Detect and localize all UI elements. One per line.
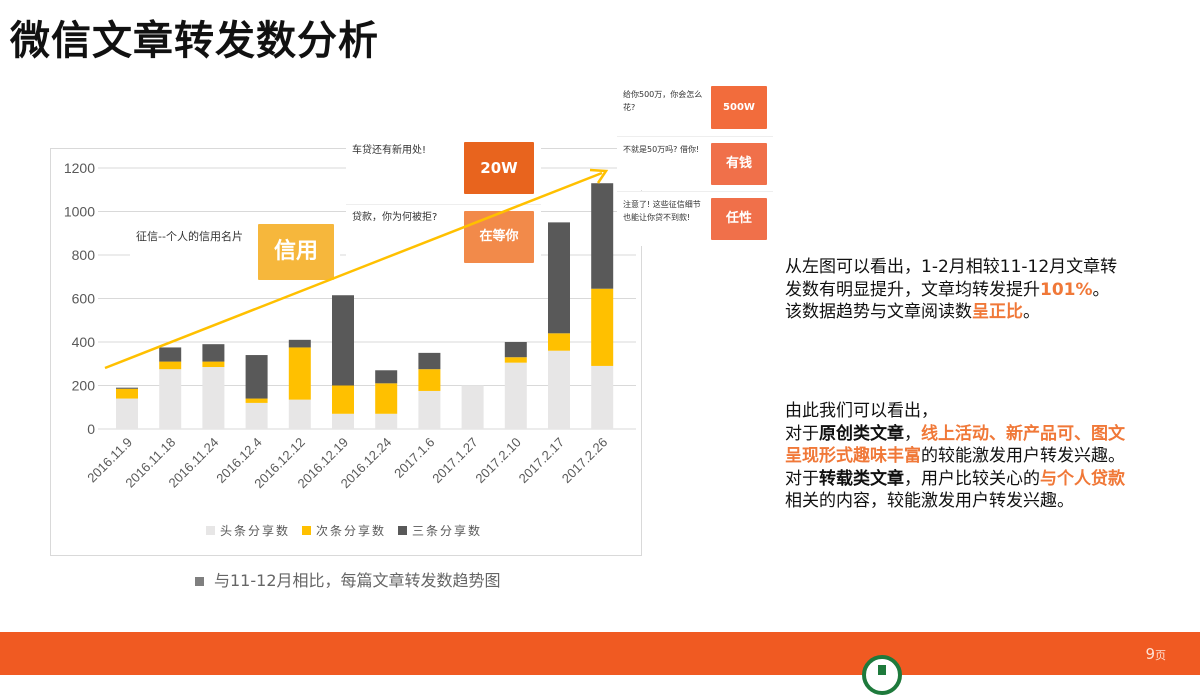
- article-thumbnail: 500W: [711, 86, 767, 129]
- bar-segment: [159, 347, 182, 362]
- bar-segment: [591, 365, 614, 429]
- text: 。: [1023, 302, 1040, 322]
- bar-segment: [375, 370, 398, 384]
- article-thumbnail: 20W: [464, 142, 534, 194]
- highlight-percent: 101%: [1040, 279, 1093, 300]
- bar-segment: [591, 183, 614, 289]
- article-title: 不就是50万吗? 借你!: [623, 145, 700, 154]
- bar-segment: [332, 295, 354, 386]
- legend-label: 次条分享数: [316, 523, 386, 538]
- insight-original: 对于原创类文章，线上活动、新产品可、图文呈现形式趣味丰富的较能激发用户转发兴趣。: [785, 423, 1125, 468]
- chart-caption: 与11-12月相比，每篇文章转发数趋势图: [195, 567, 501, 591]
- bar-segment: [504, 342, 527, 358]
- bar-segment: [202, 344, 225, 362]
- summary-paragraph: 从左图可以看出，1-2月相较11-12月文章转发数有明显提升，文章均转发提升10…: [785, 256, 1125, 324]
- bar-segment: [591, 288, 614, 366]
- legend-label: 头条分享数: [220, 523, 290, 538]
- highlight-text: 与个人贷款: [1040, 468, 1125, 489]
- y-tick-label: 400: [72, 334, 96, 350]
- bar-segment: [245, 398, 268, 403]
- bar-segment: [288, 347, 311, 400]
- bar-segment: [245, 402, 268, 429]
- bar-segment: [116, 388, 138, 399]
- bar-segment: [504, 362, 527, 429]
- bar-segment: [288, 399, 311, 429]
- page-number-value: 9: [1145, 645, 1155, 663]
- page-number: 9页: [1145, 645, 1166, 663]
- article-card[interactable]: 给你500万，你会怎么花? 500W: [617, 82, 773, 134]
- bar-segment: [202, 367, 225, 429]
- y-tick-label: 1200: [64, 160, 95, 176]
- article-card[interactable]: 车贷还有新用处! 20W: [346, 138, 541, 200]
- bold-text: 转载类文章: [819, 468, 904, 489]
- bar-segment: [288, 339, 311, 348]
- y-tick-label: 0: [87, 421, 95, 437]
- legend-swatch: [206, 526, 215, 535]
- y-tick-label: 200: [72, 378, 96, 394]
- bold-text: 原创类文章: [819, 423, 904, 444]
- article-thumbnail: 在等你: [464, 211, 534, 263]
- text: 对于: [785, 468, 819, 489]
- article-thumbnail: 任性: [711, 198, 767, 240]
- article-title: 征信--个人的信用名片: [136, 230, 243, 243]
- bar-segment: [202, 361, 225, 368]
- legend-label: 三条分享数: [412, 523, 482, 538]
- bar-segment: [548, 333, 570, 351]
- bar-segment: [548, 350, 570, 429]
- text: ，用户比较关心的: [904, 468, 1040, 489]
- bar-segment: [332, 413, 354, 429]
- article-title: 车贷还有新用处!: [352, 145, 427, 156]
- y-tick-label: 1000: [64, 204, 95, 220]
- bullet-square-icon: [195, 577, 204, 586]
- highlight-text: 呈正比: [972, 302, 1023, 322]
- article-card[interactable]: 贷款，你为何被拒? 在等你: [346, 204, 541, 270]
- article-thumbnail: 有钱: [711, 143, 767, 185]
- bar-segment: [418, 390, 441, 429]
- stacked-bar-chart: 0200400600800100012002016.11.92016.11.18…: [64, 160, 636, 538]
- bar-segment: [548, 222, 570, 334]
- caption-text: 与11-12月相比，每篇文章转发数趋势图: [214, 571, 501, 590]
- bar-segment: [159, 369, 182, 429]
- bar-segment: [245, 355, 268, 399]
- bar-segment: [504, 357, 527, 363]
- bar-segment: [418, 369, 441, 391]
- article-title: 给你500万，你会怎么花?: [623, 90, 703, 112]
- bar-segment: [116, 387, 138, 389]
- text: ，: [904, 423, 921, 444]
- text: 从左图可以看出，1-2月相较11-12月文章转发数有明显提升，文章均转发提升: [785, 257, 1118, 300]
- legend-swatch: [398, 526, 407, 535]
- page-suffix: 页: [1155, 649, 1166, 662]
- article-card[interactable]: 征信--个人的信用名片 信用: [130, 222, 340, 280]
- trend-arrow: [104, 168, 609, 370]
- page-title: 微信文章转发数分析: [10, 18, 379, 64]
- company-logo: [862, 655, 902, 695]
- bar-segment: [332, 385, 354, 414]
- text: 相关的内容，较能激发用户转发兴趣。: [785, 491, 1074, 511]
- article-title: 注意了! 这些征信细节也能让你贷不到款!: [623, 200, 701, 222]
- article-card[interactable]: 不就是50万吗? 借你! 有钱: [617, 136, 773, 190]
- text: 对于: [785, 423, 819, 444]
- bar-segment: [461, 385, 484, 429]
- bar-segment: [418, 352, 441, 370]
- insight-intro: 由此我们可以看出，: [785, 401, 938, 421]
- insight-reposted: 对于转载类文章，用户比较关心的与个人贷款相关的内容，较能激发用户转发兴趣。: [785, 468, 1125, 513]
- bar-segment: [116, 398, 138, 429]
- article-card[interactable]: 注意了! 这些征信细节也能让你贷不到款! 任性: [617, 191, 773, 246]
- y-tick-label: 800: [72, 247, 96, 263]
- highlight-text: 线上活动、新产品可、图文呈现形式趣味丰富: [785, 423, 1125, 467]
- bar-segment: [159, 361, 182, 370]
- article-title: 贷款，你为何被拒?: [352, 212, 438, 223]
- y-tick-label: 600: [72, 291, 96, 307]
- bar-segment: [375, 383, 398, 414]
- text: 。该数据趋势与文章阅读数: [785, 279, 1110, 323]
- bar-segment: [375, 413, 398, 429]
- footer-bar: 9页: [0, 632, 1200, 675]
- insight-paragraph: 由此我们可以看出， 对于原创类文章，线上活动、新产品可、图文呈现形式趣味丰富的较…: [785, 400, 1125, 513]
- article-thumbnail: 信用: [258, 224, 334, 280]
- legend-swatch: [302, 526, 311, 535]
- text: 的较能激发用户转发兴趣。: [921, 446, 1125, 466]
